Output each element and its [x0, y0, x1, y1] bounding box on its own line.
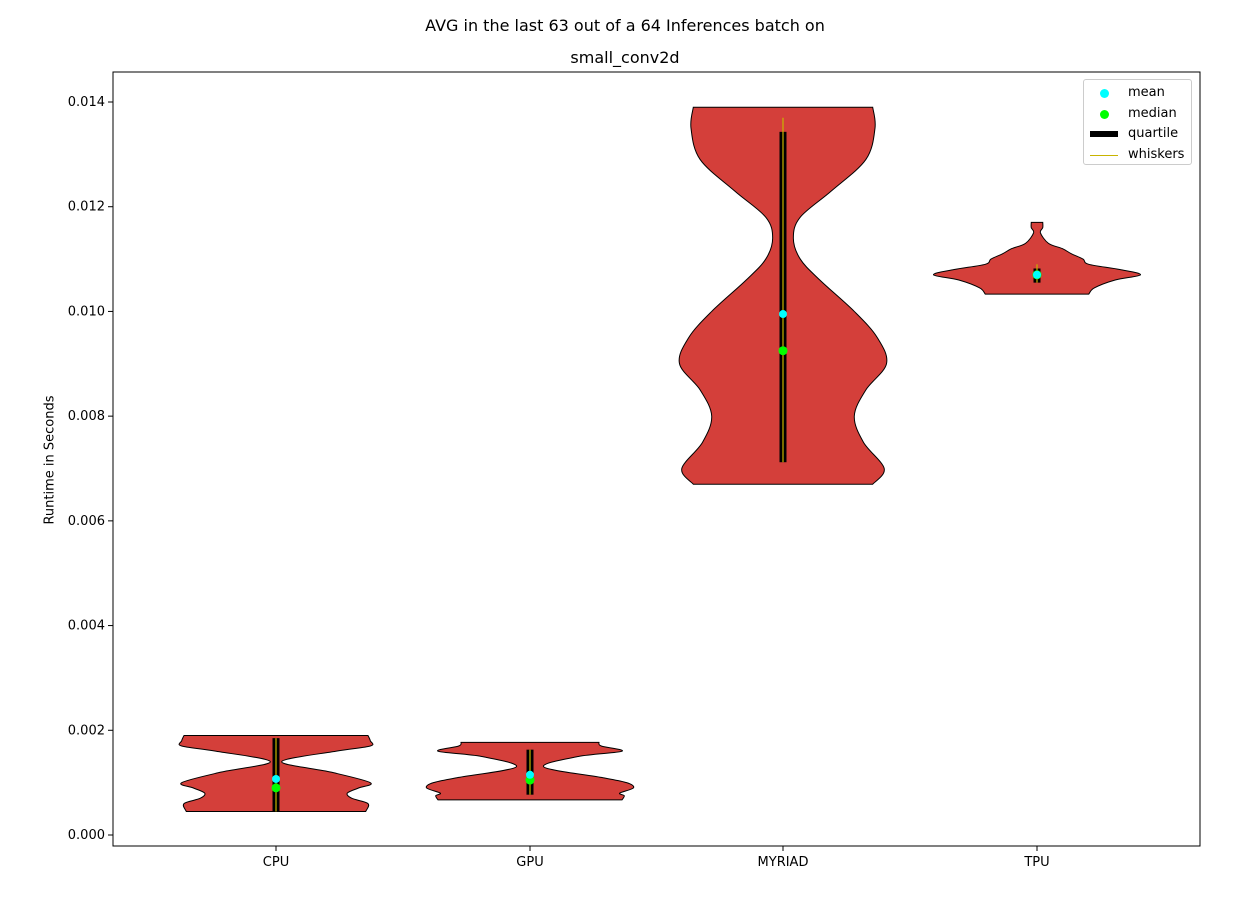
legend-label-median: median	[1128, 106, 1177, 121]
x-tick-label: MYRIAD	[758, 855, 809, 870]
violins-layer	[178, 106, 1142, 812]
legend-item-quartile: quartile	[1084, 124, 1191, 144]
chart-title: AVG in the last 63 out of a 64 Inference…	[425, 16, 825, 35]
y-tick-label: 0.000	[68, 828, 105, 843]
legend-median-marker	[1100, 110, 1109, 119]
y-tick-label: 0.014	[68, 95, 105, 110]
violin-tpu	[932, 221, 1142, 295]
legend-label-mean: mean	[1128, 85, 1165, 100]
legend: mean median quartile whiskers	[1083, 79, 1192, 165]
y-tick-label: 0.008	[68, 409, 105, 424]
legend-quartile-marker	[1090, 131, 1118, 137]
mean-marker	[272, 774, 280, 783]
chart-subtitle: small_conv2d	[570, 48, 680, 67]
x-tick-label: CPU	[263, 855, 289, 870]
x-axis: CPU GPU MYRIAD TPU	[263, 846, 1050, 870]
violin-myriad	[678, 106, 888, 485]
legend-item-median: median	[1084, 104, 1191, 124]
y-tick-label: 0.006	[68, 514, 105, 529]
mean-marker	[526, 770, 534, 779]
y-axis-label: Runtime in Seconds	[42, 395, 58, 525]
y-tick-label: 0.004	[68, 619, 105, 634]
median-marker	[778, 346, 788, 356]
legend-mean-marker	[1100, 89, 1109, 98]
axes-frame	[112, 71, 1201, 847]
median-marker	[271, 783, 281, 793]
violin-body	[932, 221, 1142, 295]
legend-label-whiskers: whiskers	[1128, 147, 1185, 162]
x-tick-label: TPU	[1023, 855, 1049, 870]
legend-label-quartile: quartile	[1128, 126, 1179, 141]
y-tick-label: 0.002	[68, 723, 105, 738]
y-tick-label: 0.012	[68, 200, 105, 215]
y-axis: 0.000 0.002 0.004 0.006 0.008 0.010 0.012 0.014	[68, 95, 113, 843]
mean-marker	[779, 310, 787, 319]
mean-marker	[1033, 270, 1041, 279]
legend-item-whiskers: whiskers	[1084, 145, 1191, 165]
legend-item-mean: mean	[1084, 83, 1191, 103]
violin-gpu	[425, 741, 635, 801]
y-tick-label: 0.010	[68, 304, 105, 319]
x-tick-label: GPU	[516, 855, 543, 870]
violin-cpu	[178, 735, 374, 812]
legend-whiskers-marker	[1090, 155, 1118, 156]
